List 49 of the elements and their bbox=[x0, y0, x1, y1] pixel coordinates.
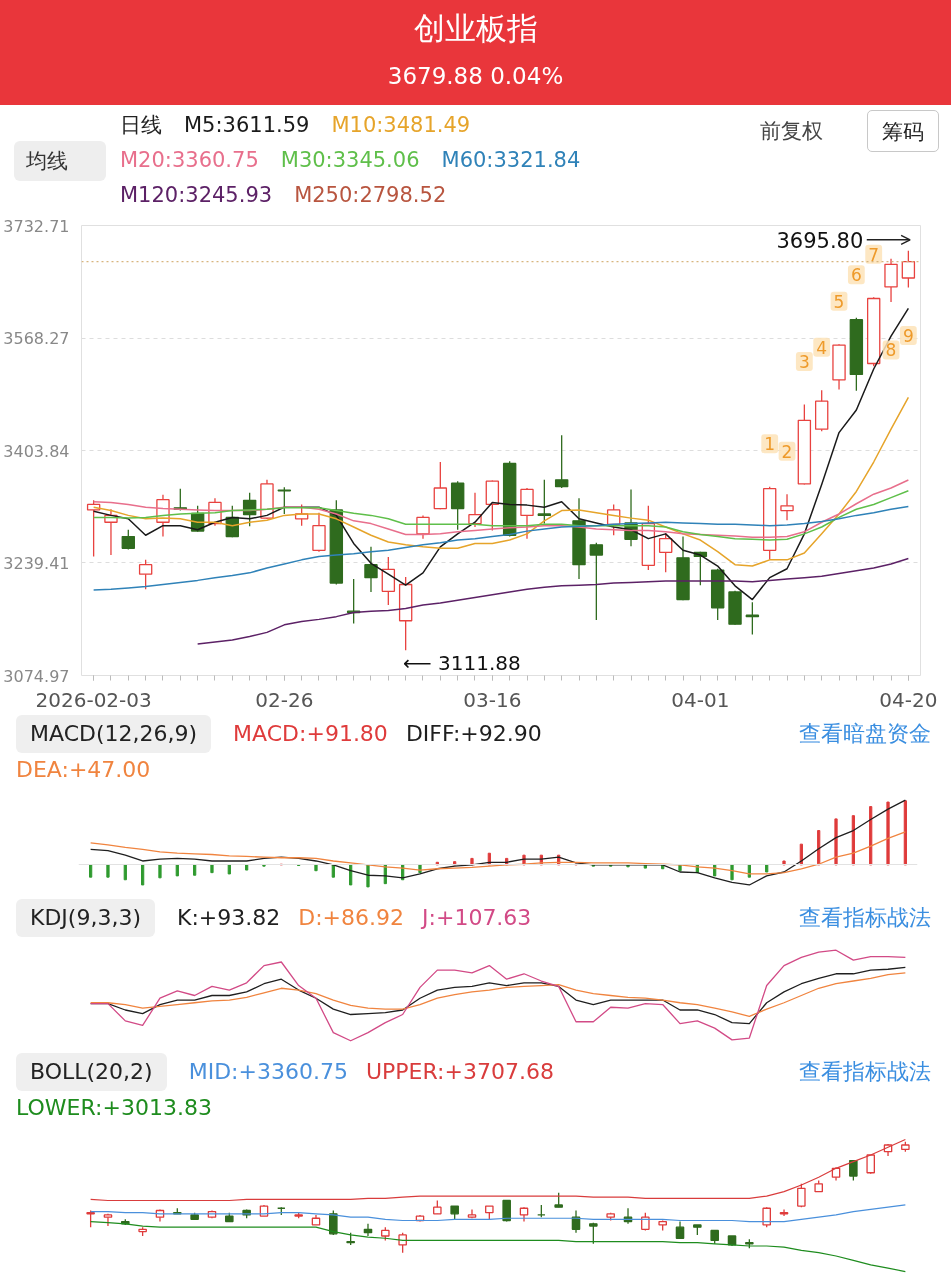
text: M5:3611.59 bbox=[184, 113, 310, 137]
text: LOWER:+3013.83 bbox=[16, 1094, 212, 1122]
annotation: 5 bbox=[833, 291, 845, 312]
annotation: ⟵ 3111.88 bbox=[403, 651, 521, 676]
annotation: 8 bbox=[885, 340, 897, 361]
text: K:+93.82 bbox=[177, 904, 281, 932]
annotation: 2 bbox=[781, 441, 793, 462]
chart-title: 创业板指 bbox=[412, 9, 539, 48]
text: 查看暗盘资金 bbox=[799, 721, 931, 746]
annotation: 7 bbox=[868, 244, 880, 265]
chart-title: MACD(12,26,9) bbox=[16, 715, 212, 753]
text: DEA:+47.00 bbox=[16, 756, 151, 784]
text: 均线 bbox=[14, 141, 106, 181]
text: M30:3345.06 bbox=[280, 148, 420, 172]
text: 筹码 bbox=[867, 110, 939, 152]
text: M20:3360.75 bbox=[120, 148, 259, 172]
x-tick-label: 03-16 bbox=[463, 687, 522, 712]
annotation: 3695.80 bbox=[776, 228, 864, 253]
chart-subtitle: 3679.88 0.04% bbox=[386, 62, 565, 91]
chart-title: KDJ(9,3,3) bbox=[16, 899, 155, 937]
text: 查看指标战法 bbox=[799, 905, 931, 930]
y-tick-label: 3239.41 bbox=[3, 554, 70, 573]
annotation: 1 bbox=[764, 434, 776, 455]
text: 前复权 bbox=[760, 118, 823, 145]
y-tick-label: 3403.84 bbox=[3, 441, 70, 461]
text: 日线 bbox=[120, 113, 162, 137]
text: UPPER:+3707.68 bbox=[365, 1058, 554, 1086]
annotation: 9 bbox=[902, 326, 914, 347]
text: DIFF:+92.90 bbox=[405, 720, 542, 748]
legend-label: M250:2798.52 bbox=[294, 183, 447, 207]
text: MID:+3360.75 bbox=[188, 1058, 348, 1086]
series-label: J:+107.63 bbox=[422, 904, 532, 932]
text: 查看指标战法 bbox=[799, 1059, 931, 1084]
x-tick-label: 02-26 bbox=[255, 687, 314, 712]
y-tick-label: 3732.71 bbox=[3, 216, 70, 236]
text: M10:3481.49 bbox=[331, 113, 471, 137]
y-tick-label: 3568.27 bbox=[3, 329, 70, 348]
annotation: 6 bbox=[850, 265, 862, 286]
x-tick-label: 04-20 bbox=[879, 687, 938, 712]
annotation: 3 bbox=[798, 352, 810, 373]
x-tick-label: 2026-02-03 bbox=[35, 687, 152, 712]
text: M60:3321.84 bbox=[441, 148, 581, 172]
text: D:+86.92 bbox=[298, 904, 405, 932]
x-tick-label: 04-01 bbox=[671, 687, 730, 712]
annotation: 4 bbox=[816, 337, 828, 358]
text: MACD:+91.80 bbox=[233, 720, 388, 748]
y-tick-label: 3074.97 bbox=[3, 666, 70, 686]
text: M120:3245.93 bbox=[120, 183, 273, 207]
chart-title: BOLL(20,2) bbox=[16, 1053, 167, 1091]
